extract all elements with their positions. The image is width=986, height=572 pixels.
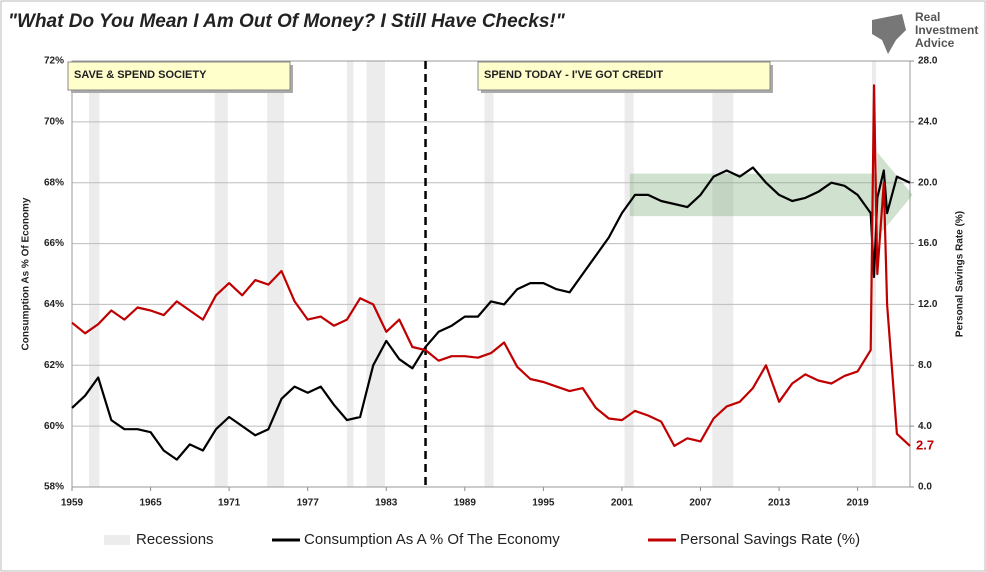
x-tick-label: 2001 xyxy=(611,498,634,509)
legend-label: Personal Savings Rate (%) xyxy=(680,531,860,548)
y-tick-label: 72% xyxy=(44,56,64,67)
trend-arrow xyxy=(629,152,913,238)
y-tick-label: 58% xyxy=(44,482,64,493)
y2-tick-label: 8.0 xyxy=(918,360,932,371)
annotation-box xyxy=(477,61,771,91)
plot-border xyxy=(71,60,911,488)
recession-band xyxy=(346,61,354,487)
recession-band xyxy=(712,61,734,487)
logo: Real Investment Advice xyxy=(872,10,978,54)
y2-tick-label: 16.0 xyxy=(918,238,938,249)
annotation-text: SPEND TODAY - I'VE GOT CREDIT xyxy=(484,69,663,81)
chart-title: "What Do You Mean I Am Out Of Money? I S… xyxy=(8,11,566,32)
y2-tick-label: 12.0 xyxy=(918,299,938,310)
x-tick-label: 1959 xyxy=(61,498,84,509)
logo-text: Investment xyxy=(915,23,978,37)
logo-text: Real xyxy=(915,10,940,24)
end-value-label: 2.7 xyxy=(916,437,934,452)
recession-band xyxy=(484,61,494,487)
y2-tick-label: 4.0 xyxy=(918,421,932,432)
y2-tick-label: 24.0 xyxy=(918,116,938,127)
y2-tick-label: 28.0 xyxy=(918,56,938,67)
y-tick-label: 64% xyxy=(44,299,64,310)
legend-label: Consumption As A % Of The Economy xyxy=(304,531,560,548)
annotation-box xyxy=(67,61,291,91)
logo-icon xyxy=(872,14,906,54)
y-tick-label: 68% xyxy=(44,177,64,188)
logo-text: Advice xyxy=(915,36,955,50)
recession-band xyxy=(624,61,634,487)
recession-band xyxy=(366,61,385,487)
legend-label: Recessions xyxy=(136,531,214,548)
x-tick-label: 1965 xyxy=(139,498,162,509)
recession-band xyxy=(89,61,100,487)
x-tick-label: 1971 xyxy=(218,498,241,509)
x-tick-label: 2013 xyxy=(768,498,791,509)
recession-band xyxy=(267,61,285,487)
x-tick-label: 1983 xyxy=(375,498,398,509)
y2-axis-label: Personal Savings Rate (%) xyxy=(955,211,966,337)
y-tick-label: 60% xyxy=(44,421,64,432)
y-axis-label: Consumption As % Of Economy xyxy=(21,197,32,350)
y2-tick-label: 20.0 xyxy=(918,177,938,188)
x-tick-label: 1989 xyxy=(454,498,477,509)
x-tick-label: 1995 xyxy=(532,498,555,509)
x-tick-label: 2007 xyxy=(689,498,712,509)
legend-swatch xyxy=(104,535,130,545)
x-tick-label: 2019 xyxy=(847,498,870,509)
series-line xyxy=(71,166,911,461)
y-tick-label: 70% xyxy=(44,116,64,127)
x-tick-label: 1977 xyxy=(297,498,320,509)
y-tick-label: 66% xyxy=(44,238,64,249)
recession-band xyxy=(214,61,228,487)
series-line xyxy=(71,84,911,447)
annotation-text: SAVE & SPEND SOCIETY xyxy=(74,69,207,81)
y2-tick-label: 0.0 xyxy=(918,482,932,493)
y-tick-label: 62% xyxy=(44,360,64,371)
